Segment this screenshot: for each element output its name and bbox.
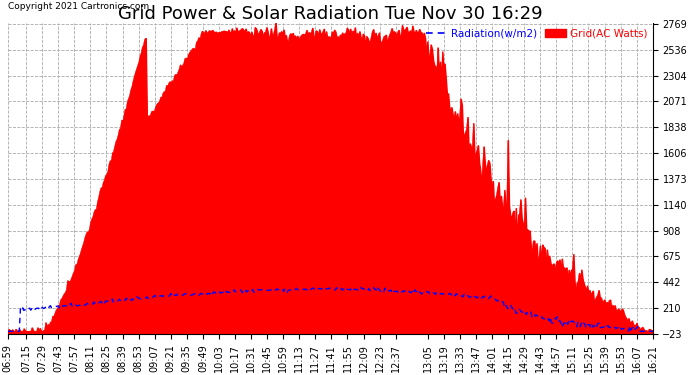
Legend: Radiation(w/m2), Grid(AC Watts): Radiation(w/m2), Grid(AC Watts) [426, 28, 647, 39]
Title: Grid Power & Solar Radiation Tue Nov 30 16:29: Grid Power & Solar Radiation Tue Nov 30 … [118, 5, 542, 23]
Text: Copyright 2021 Cartronics.com: Copyright 2021 Cartronics.com [8, 2, 149, 11]
